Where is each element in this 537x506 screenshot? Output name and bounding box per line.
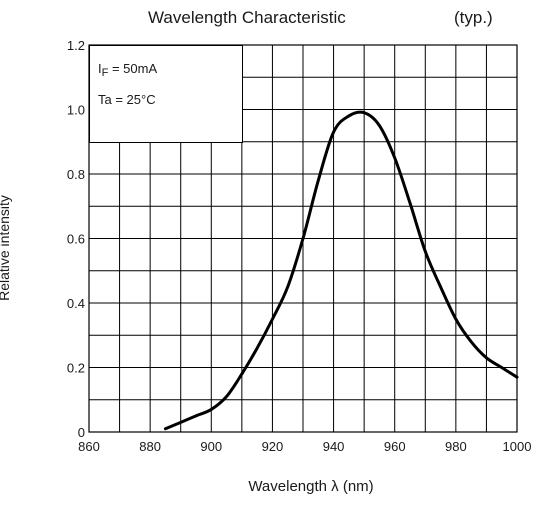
condition-if: IF = 50mA [98,61,157,79]
y-tick-label: 0 [78,425,85,440]
y-tick-label: 1.2 [67,38,85,53]
y-tick-label: 0.8 [67,167,85,182]
y-tick-label: 0.4 [67,296,85,311]
condition-ta: Ta = 25°C [98,92,156,107]
x-tick-label: 900 [200,439,222,454]
x-tick-label: 940 [323,439,345,454]
y-tick-label: 0.6 [67,232,85,247]
series-group [163,110,519,431]
series-line [163,110,519,431]
x-axis-label: Wavelength λ (nm) [248,478,374,495]
x-tick-label: 860 [78,439,100,454]
chart-title-note: (typ.) [454,8,493,27]
x-tick-label: 960 [384,439,406,454]
chart-title: Wavelength Characteristic [148,8,346,27]
tick-labels: 860 880 900 920 940 960 980 1000 0 0.2 0.4 0.6 0.8 1.… [67,38,532,454]
x-tick-label: 920 [262,439,284,454]
x-tick-label: 980 [445,439,467,454]
condition-box: IF = 50mA Ta = 25°C [89,45,243,143]
y-tick-label: 0.2 [67,361,85,376]
condition-box-bg [89,45,243,143]
y-tick-label: 1.0 [67,103,85,118]
x-tick-label: 1000 [503,439,532,454]
x-tick-label: 880 [139,439,161,454]
plot-frame [88,44,518,433]
